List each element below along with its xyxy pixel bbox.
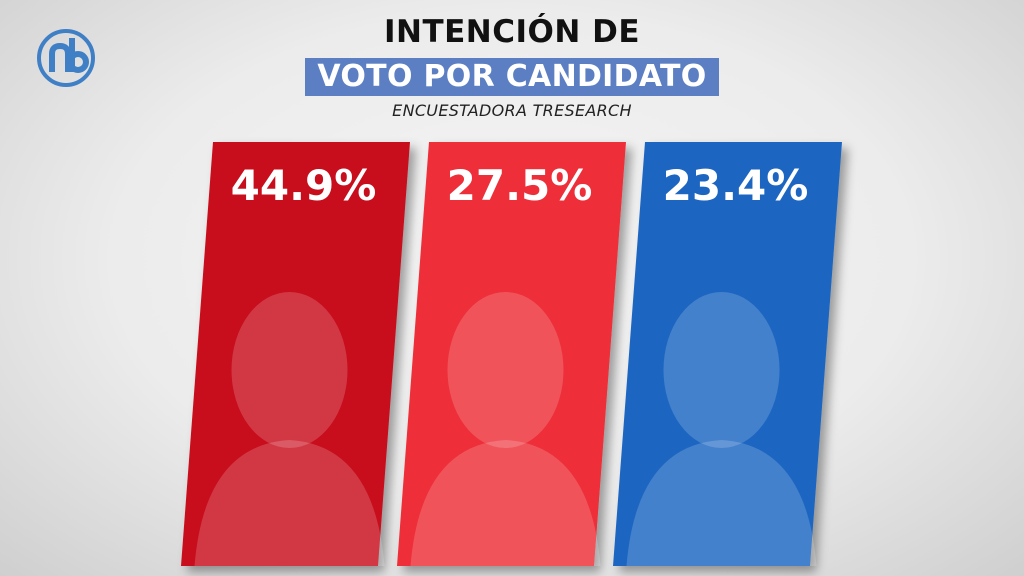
candidate-card-1: 44.9% xyxy=(181,142,410,566)
bar-3 xyxy=(613,142,842,566)
percentage-label-1: 44.9% xyxy=(231,161,377,210)
candidate-photo-3 xyxy=(626,292,817,566)
candidate-photo-2 xyxy=(410,292,601,566)
candidate-card-2: 27.5% xyxy=(397,142,626,566)
candidate-card-3: 23.4% xyxy=(613,142,842,566)
chart-title-line1: INTENCIÓN DE xyxy=(383,14,641,50)
chart-subtitle: ENCUESTADORA TRESEARCH xyxy=(392,101,632,120)
percentage-label-3: 23.4% xyxy=(663,161,809,210)
bar-2 xyxy=(397,142,626,566)
candidate-photo-1 xyxy=(194,292,385,566)
chart-title-line2: VOTO POR CANDIDATO xyxy=(305,58,719,96)
percentage-label-2: 27.5% xyxy=(447,161,593,210)
nb-logo-icon xyxy=(37,29,95,87)
bar-1 xyxy=(181,142,410,566)
